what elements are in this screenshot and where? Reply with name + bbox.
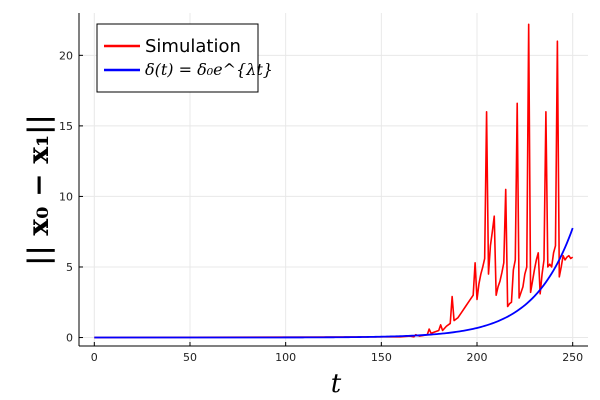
legend-label-simulation: Simulation — [145, 36, 241, 57]
y-tick-label-1: 5 — [66, 261, 73, 274]
series-line-simulation — [94, 23, 574, 339]
series-group — [94, 23, 574, 339]
y-axis-title: || x₀ − x₁|| — [22, 114, 55, 265]
x-tick-label-3: 150 — [371, 351, 392, 364]
plot-frame — [78, 13, 588, 347]
x-tick-label-4: 200 — [467, 351, 488, 364]
series-line-model — [94, 227, 574, 339]
x-tick-label-1: 50 — [183, 351, 197, 364]
legend-box — [96, 23, 259, 93]
y-tick-label-2: 10 — [59, 190, 73, 203]
x-tick-label-0: 0 — [91, 351, 98, 364]
y-tick-label-4: 20 — [59, 49, 73, 62]
legend: Simulation δ(t) = δ₀e^{λt} — [96, 23, 273, 93]
x-tick-label-2: 100 — [275, 351, 296, 364]
legend-label-model: δ(t) = δ₀e^{λt} — [145, 60, 273, 79]
x-tick-label-5: 250 — [562, 351, 583, 364]
axis-ticks: 0 50 100 150 200 250 0 5 10 15 20 — [59, 49, 583, 364]
y-tick-label-3: 15 — [59, 120, 73, 133]
y-tick-label-0: 0 — [66, 332, 73, 345]
x-axis-title: t — [331, 369, 342, 399]
